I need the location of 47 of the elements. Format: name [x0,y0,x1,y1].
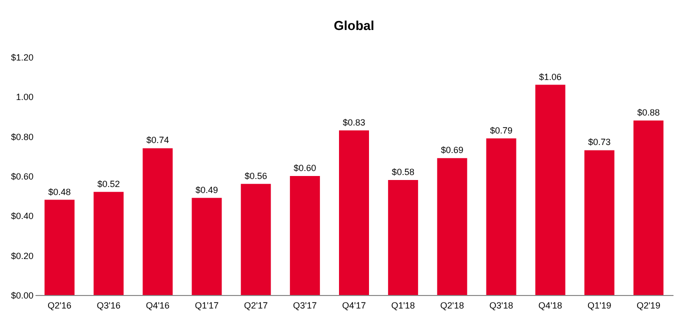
data-label: $0.88 [637,107,660,118]
x-tick-label: Q4'16 [146,300,170,310]
data-label: $0.60 [294,163,316,173]
x-tick-label: Q1'19 [588,300,612,310]
data-label: $1.06 [539,72,562,82]
bar [94,192,124,295]
data-label: $0.73 [588,137,611,148]
bar [44,200,75,295]
data-label: $0.48 [48,186,71,197]
bar [339,130,369,295]
bar [486,138,516,295]
y-tick-label: $0.60 [10,172,34,182]
bar [584,150,614,295]
x-tick-label: Q2'16 [48,300,72,310]
y-tick-label: $0.00 [10,290,34,300]
x-tick-label: Q1'18 [391,300,415,310]
bar [290,176,320,295]
x-tick-label: Q1'17 [194,300,219,310]
x-tick-label: Q3'18 [489,300,514,310]
bar [192,198,222,295]
bar [437,158,468,295]
bar [142,148,173,295]
x-tick-label: Q3'16 [96,300,120,310]
data-label: $0.69 [440,145,464,156]
bar [240,184,271,295]
x-tick-label: Q2'19 [636,300,660,310]
data-label: $0.74 [146,135,169,146]
bar [535,84,566,295]
chart-title: Global [334,18,374,33]
y-tick-label: $0.80 [10,132,34,142]
x-tick-label: Q4'17 [342,300,366,310]
data-label: $0.52 [97,178,120,189]
x-tick-label: Q3'17 [293,300,317,310]
data-label: $0.83 [342,117,366,128]
data-label: $0.49 [196,184,218,195]
x-tick-label: Q4'18 [538,300,562,310]
bar [633,120,664,295]
bar [388,180,418,295]
data-label: $0.79 [490,125,512,136]
data-label: $0.56 [244,170,268,181]
y-tick-label: $1.20 [10,52,34,62]
y-tick-label: $0.20 [10,250,34,261]
y-tick-label: 1.00 [16,92,34,102]
x-tick-label: Q2'18 [440,300,464,310]
y-tick-label: $0.40 [10,211,34,222]
x-tick-label: Q2'17 [244,300,268,310]
data-label: $0.58 [392,166,414,177]
